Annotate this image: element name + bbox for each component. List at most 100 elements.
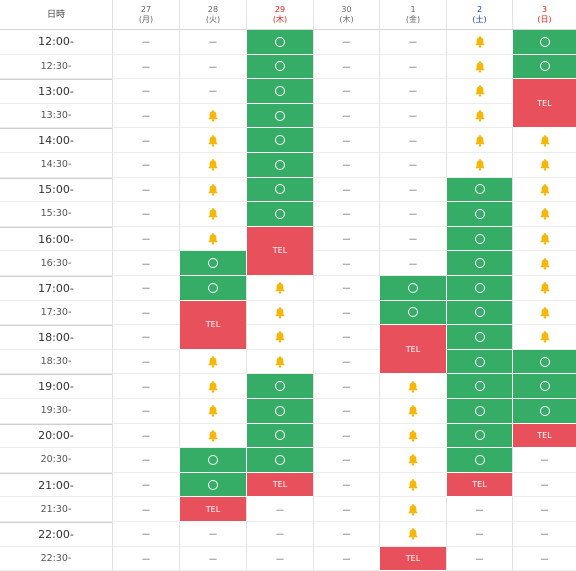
slot-cell[interactable] — [446, 202, 512, 227]
slot-cell[interactable] — [379, 472, 446, 498]
slot-cell[interactable] — [446, 177, 512, 203]
slot-cell[interactable] — [379, 522, 446, 547]
slot-cell[interactable] — [446, 153, 512, 178]
slot-cell[interactable] — [246, 374, 313, 399]
slot-cell[interactable] — [246, 153, 313, 178]
slot-cell[interactable] — [246, 276, 313, 301]
slot-cell[interactable] — [379, 300, 446, 326]
slot-cell[interactable] — [512, 399, 576, 424]
slot-cell[interactable] — [446, 79, 512, 104]
slot-cell[interactable]: TEL — [179, 497, 246, 522]
slot-cell[interactable] — [512, 251, 576, 276]
slot-cell[interactable] — [446, 54, 512, 80]
slot-cell[interactable] — [179, 251, 246, 276]
slot-cell[interactable] — [179, 202, 246, 227]
slot-cell[interactable]: TEL — [246, 472, 313, 498]
slot-cell[interactable] — [246, 30, 313, 55]
slot-cell[interactable] — [512, 30, 576, 55]
slot-cell[interactable] — [512, 177, 576, 203]
unavailable-dash: － — [341, 284, 352, 296]
slot-cell[interactable] — [446, 399, 512, 424]
slot-cell[interactable] — [512, 226, 576, 252]
day-date: 2 — [476, 4, 483, 14]
slot-cell[interactable] — [379, 423, 446, 449]
slot-cell[interactable] — [512, 202, 576, 227]
slot-cell[interactable]: TEL — [379, 325, 446, 375]
slot-cell[interactable] — [179, 349, 246, 375]
slot-cell[interactable] — [512, 128, 576, 153]
bell-icon — [207, 134, 219, 147]
slot-cell[interactable] — [512, 153, 576, 178]
slot-cell: － — [179, 54, 246, 80]
slot-cell[interactable]: TEL — [512, 423, 576, 449]
slot-cell[interactable] — [246, 128, 313, 153]
available-circle-icon — [474, 282, 485, 293]
slot-cell[interactable] — [446, 226, 512, 252]
slot-cell[interactable]: TEL — [512, 79, 576, 129]
unavailable-dash: － — [341, 407, 352, 419]
slot-cell: － — [313, 423, 379, 449]
slot-cell[interactable] — [246, 399, 313, 424]
slot-cell[interactable] — [179, 177, 246, 203]
slot-cell[interactable] — [246, 202, 313, 227]
unavailable-dash: － — [341, 431, 352, 443]
slot-cell: － — [379, 177, 446, 203]
slot-cell[interactable] — [246, 103, 313, 129]
slot-cell: － — [313, 349, 379, 375]
slot-cell[interactable] — [246, 177, 313, 203]
slot-cell[interactable] — [179, 276, 246, 301]
slot-cell[interactable] — [379, 374, 446, 399]
slot-cell[interactable] — [512, 54, 576, 80]
slot-cell[interactable] — [246, 79, 313, 104]
unavailable-dash: － — [341, 259, 352, 271]
slot-cell[interactable] — [179, 226, 246, 252]
slot-cell[interactable] — [446, 448, 512, 473]
slot-cell[interactable] — [179, 472, 246, 498]
slot-cell[interactable] — [512, 300, 576, 326]
slot-cell[interactable]: TEL — [446, 472, 512, 498]
slot-cell: － — [112, 399, 179, 424]
slot-cell[interactable] — [512, 325, 576, 350]
slot-cell[interactable] — [246, 54, 313, 80]
slot-cell[interactable] — [446, 349, 512, 375]
slot-cell[interactable] — [179, 448, 246, 473]
slot-cell[interactable] — [446, 103, 512, 129]
slot-cell[interactable] — [379, 276, 446, 301]
unavailable-dash: － — [341, 554, 352, 566]
slot-cell[interactable] — [179, 103, 246, 129]
slot-cell[interactable] — [179, 153, 246, 178]
slot-cell[interactable] — [246, 423, 313, 449]
slot-cell[interactable] — [179, 423, 246, 449]
slot-cell: － — [313, 177, 379, 203]
slot-cell: － — [179, 546, 246, 571]
slot-cell[interactable] — [446, 300, 512, 326]
slot-cell[interactable]: TEL — [379, 546, 446, 571]
slot-cell[interactable] — [379, 399, 446, 424]
slot-cell[interactable] — [446, 251, 512, 276]
slot-cell[interactable] — [246, 349, 313, 375]
slot-cell[interactable] — [446, 325, 512, 350]
slot-cell[interactable] — [179, 374, 246, 399]
slot-cell[interactable]: TEL — [179, 300, 246, 350]
slot-cell[interactable] — [512, 349, 576, 375]
slot-cell[interactable] — [446, 374, 512, 399]
bell-icon — [207, 404, 219, 417]
slot-cell[interactable] — [446, 276, 512, 301]
slot-cell[interactable] — [379, 497, 446, 522]
slot-cell[interactable] — [512, 276, 576, 301]
slot-cell[interactable] — [446, 30, 512, 55]
slot-cell[interactable]: TEL — [246, 226, 313, 276]
slot-cell[interactable] — [446, 128, 512, 153]
available-circle-icon — [539, 61, 550, 72]
slot-cell[interactable] — [179, 399, 246, 424]
slot-cell[interactable] — [446, 423, 512, 449]
slot-cell[interactable] — [246, 448, 313, 473]
slot-cell[interactable] — [246, 325, 313, 350]
slot-cell[interactable] — [179, 128, 246, 153]
slot-cell[interactable] — [379, 448, 446, 473]
slot-cell: － — [179, 79, 246, 104]
slot-cell[interactable] — [512, 374, 576, 399]
slot-cell: － — [512, 472, 576, 498]
bell-icon — [207, 207, 219, 221]
slot-cell[interactable] — [246, 300, 313, 326]
